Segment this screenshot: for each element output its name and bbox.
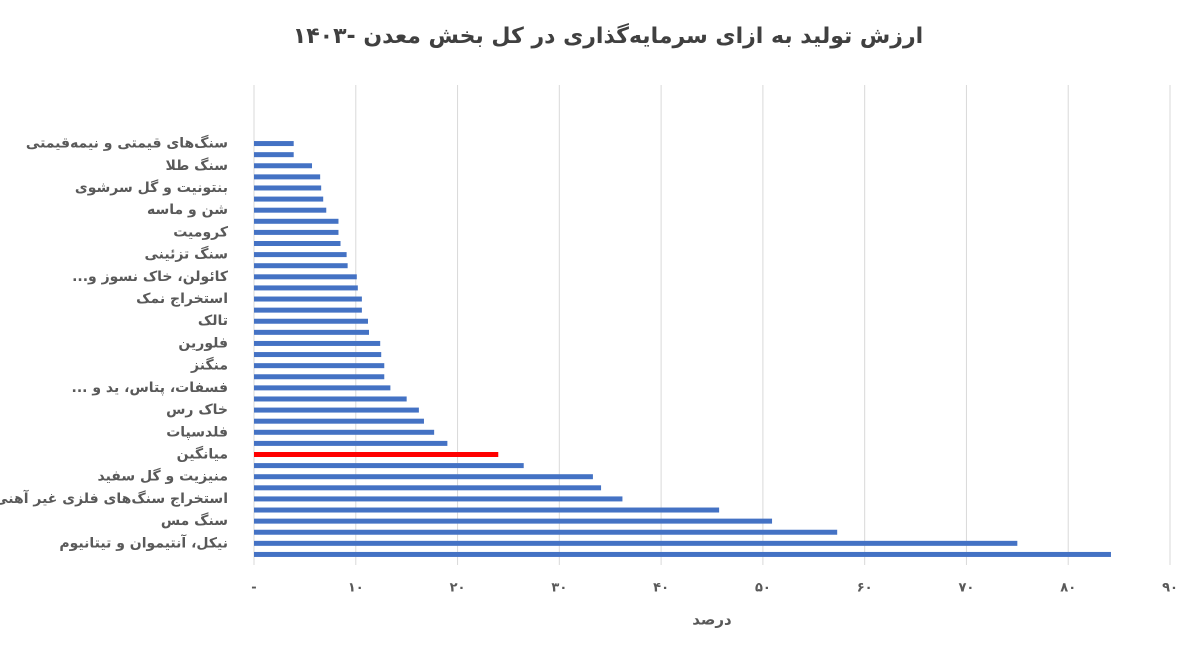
y-tick-label: فلورین bbox=[178, 335, 228, 351]
y-tick-label: کرومیت bbox=[173, 224, 229, 240]
bar bbox=[254, 396, 407, 402]
bar bbox=[254, 496, 623, 502]
bar bbox=[254, 429, 435, 435]
y-tick-label: تالک bbox=[198, 313, 228, 329]
y-tick-label: استخراج سنگ‌های فلزی غیر آهنی bbox=[0, 489, 228, 507]
x-tick-label: ۵۰ bbox=[755, 581, 771, 596]
y-tick-label: منیزیت و گل سفید bbox=[98, 468, 229, 485]
x-axis-label: درصد bbox=[692, 611, 732, 629]
bar bbox=[254, 440, 448, 446]
y-tick-label: سنگ طلا bbox=[165, 157, 228, 174]
x-tick-label: - bbox=[251, 581, 256, 596]
bar bbox=[254, 241, 341, 246]
bar bbox=[254, 152, 294, 158]
bar bbox=[254, 174, 321, 180]
bar bbox=[254, 452, 499, 457]
y-tick-label: منگنز bbox=[190, 357, 228, 374]
bar bbox=[254, 296, 362, 302]
x-tick-label: ۹۰ bbox=[1162, 581, 1178, 596]
bar bbox=[254, 285, 358, 291]
chart-title: ارزش تولید به ازای سرمایه‌گذاری در کل بخ… bbox=[293, 22, 923, 49]
bar bbox=[254, 185, 322, 191]
bar bbox=[254, 374, 385, 380]
bar bbox=[254, 418, 424, 424]
bar bbox=[254, 274, 357, 280]
bar bbox=[254, 229, 339, 235]
x-tick-label: ۸۰ bbox=[1060, 581, 1076, 596]
y-tick-label: سنگ‌های قیمتی و نیمه‌قیمتی bbox=[26, 135, 228, 152]
y-tick-label: کائولن، خاک نسوز و... bbox=[72, 269, 229, 285]
y-tick-label: میانگین bbox=[177, 446, 228, 463]
bar bbox=[254, 352, 382, 358]
bar bbox=[254, 407, 419, 413]
bar bbox=[254, 196, 324, 202]
y-tick-label: خاک رس bbox=[166, 402, 228, 418]
bar bbox=[254, 163, 313, 169]
bar bbox=[254, 463, 524, 469]
y-tick-label: استخراج نمک bbox=[136, 291, 228, 307]
bar bbox=[254, 252, 347, 258]
bar bbox=[254, 507, 720, 513]
x-tick-label: ۷۰ bbox=[959, 581, 975, 596]
bar bbox=[254, 218, 339, 224]
bar bbox=[254, 340, 381, 346]
bar bbox=[254, 141, 294, 147]
bar bbox=[254, 485, 602, 491]
bar bbox=[254, 540, 1018, 546]
bar bbox=[254, 207, 327, 213]
x-tick-label: ۶۰ bbox=[857, 581, 873, 596]
bar bbox=[254, 385, 391, 391]
bar bbox=[254, 551, 1111, 557]
y-tick-label: فسفات، پتاس، ید و ... bbox=[72, 380, 229, 396]
y-tick-label: نیکل، آنتیموان و تیتانیوم bbox=[59, 533, 228, 551]
y-tick-label: سنگ تزئینی bbox=[144, 246, 228, 263]
bar bbox=[254, 318, 368, 324]
bar bbox=[254, 263, 348, 269]
x-tick-label: ۳۰ bbox=[551, 581, 567, 596]
x-tick-label: ۱۰ bbox=[348, 581, 364, 596]
bar bbox=[254, 329, 370, 335]
y-tick-label: شن و ماسه bbox=[147, 202, 228, 218]
bar bbox=[254, 518, 773, 524]
y-tick-label: سنگ مس bbox=[161, 512, 228, 529]
y-tick-label: بنتونیت و گل سرشوی bbox=[75, 179, 228, 196]
bar bbox=[254, 363, 385, 369]
x-tick-label: ۴۰ bbox=[653, 581, 669, 596]
bar bbox=[254, 529, 838, 535]
bar bbox=[254, 474, 593, 480]
y-tick-label: فلدسپات bbox=[166, 424, 228, 440]
x-tick-label: ۲۰ bbox=[450, 581, 466, 596]
bar bbox=[254, 307, 362, 313]
